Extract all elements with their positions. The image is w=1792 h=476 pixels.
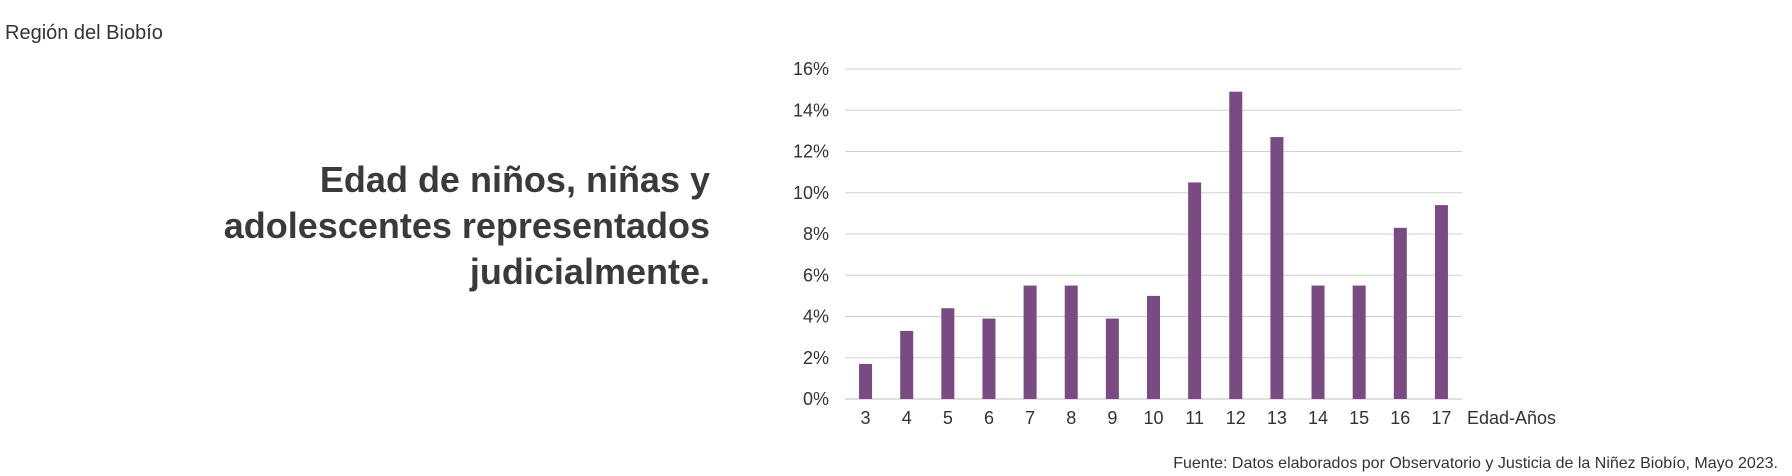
bar-age-4 <box>900 330 914 399</box>
y-tick-label: 6% <box>803 265 829 285</box>
source-note: Fuente: Datos elaborados por Observatori… <box>1173 455 1778 472</box>
y-tick-label: 8% <box>803 224 829 244</box>
bar-age-16 <box>1393 227 1407 399</box>
y-tick-label: 16% <box>793 59 829 79</box>
x-axis-label: Edad-Años <box>1467 408 1556 428</box>
bar-age-7 <box>1023 285 1037 399</box>
x-tick-label: 9 <box>1107 408 1117 428</box>
x-axis-ticks: 3 4 5 6 7 8 9 10 11 12 13 14 15 16 17 <box>861 408 1452 428</box>
x-tick-label: 8 <box>1066 408 1076 428</box>
x-tick-label: 15 <box>1349 408 1369 428</box>
bar-age-15 <box>1352 285 1366 399</box>
x-tick-label: 10 <box>1143 408 1163 428</box>
chart-title: Edad de niños, niñas y adolescentes repr… <box>223 159 710 292</box>
x-tick-label: 11 <box>1185 408 1204 428</box>
x-tick-label: 7 <box>1025 408 1035 428</box>
x-tick-label: 3 <box>861 408 871 428</box>
bar-age-11 <box>1188 182 1202 399</box>
y-tick-label: 10% <box>793 183 829 203</box>
x-tick-label: 12 <box>1226 408 1246 428</box>
region-label: Región del Biobío <box>5 22 163 44</box>
bar-age-12 <box>1229 91 1243 399</box>
bars <box>859 91 1448 399</box>
bar-age-13 <box>1270 137 1284 399</box>
y-tick-label: 14% <box>793 100 829 120</box>
x-tick-label: 4 <box>902 408 912 428</box>
bar-age-14 <box>1311 285 1325 399</box>
bar-age-8 <box>1064 285 1078 399</box>
y-tick-label: 2% <box>803 348 829 368</box>
bar-age-10 <box>1147 295 1160 399</box>
y-tick-label: 4% <box>803 307 829 327</box>
bar-age-5 <box>941 308 955 399</box>
bar-age-6 <box>982 318 996 399</box>
x-tick-label: 16 <box>1390 408 1410 428</box>
x-tick-label: 6 <box>984 408 994 428</box>
y-tick-label: 12% <box>793 142 829 162</box>
bar-age-17 <box>1434 205 1448 399</box>
bar-age-3 <box>859 363 873 399</box>
x-tick-label: 13 <box>1267 408 1287 428</box>
y-axis-ticks: 0% 2% 4% 6% 8% 10% 12% 14% 16% <box>793 59 829 409</box>
bar-age-9 <box>1105 318 1119 399</box>
y-tick-label: 0% <box>803 389 829 409</box>
x-tick-label: 5 <box>943 408 953 428</box>
x-tick-label: 17 <box>1431 408 1451 428</box>
x-tick-label: 14 <box>1308 408 1328 428</box>
